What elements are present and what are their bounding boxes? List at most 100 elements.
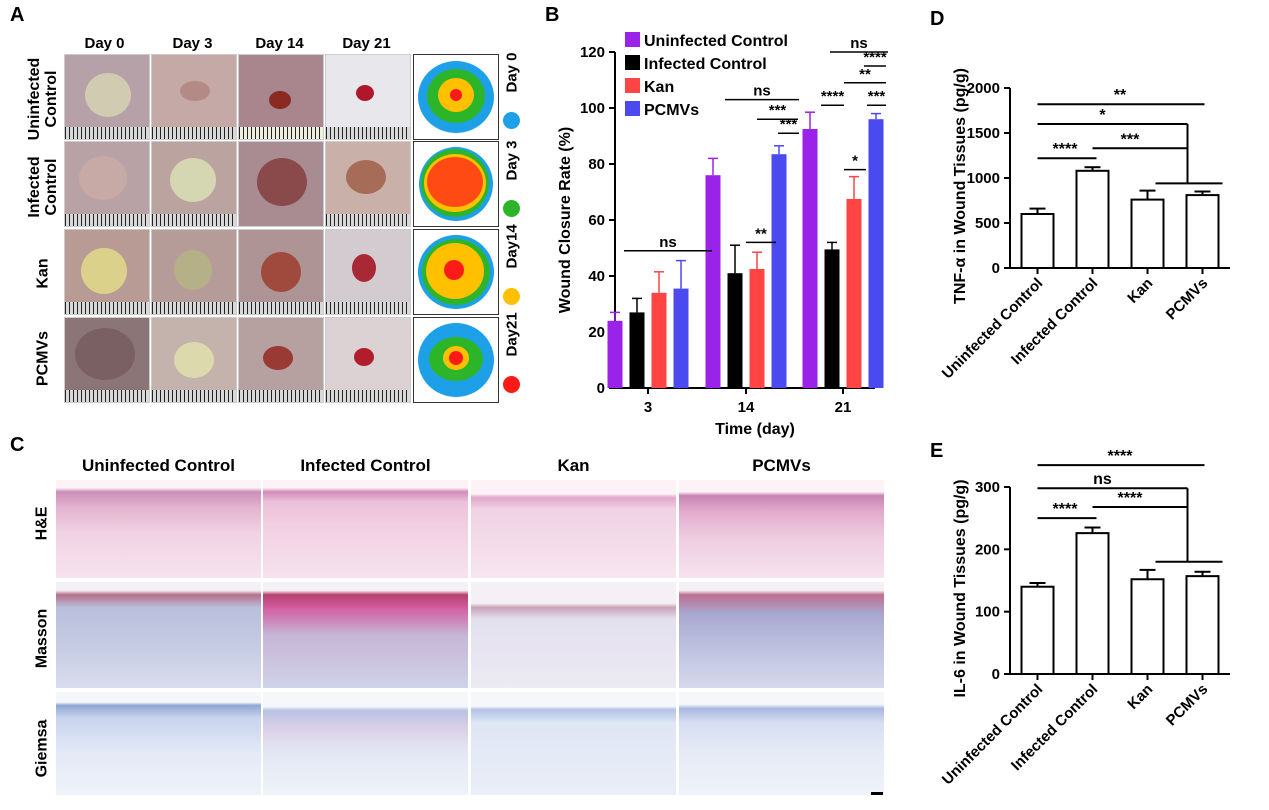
legend-label: Kan	[644, 79, 674, 96]
x-tick-label: PCMVs	[1163, 681, 1212, 730]
panel-c-letter: C	[10, 434, 25, 456]
bar	[651, 292, 667, 388]
histology-image	[471, 582, 676, 688]
bar	[846, 199, 862, 388]
x-tick-label: Kan	[1124, 681, 1156, 713]
scale-bar	[871, 792, 883, 795]
significance-label: ****	[1053, 501, 1079, 518]
legend-swatch	[625, 101, 640, 116]
wound-photo	[151, 141, 237, 227]
histology-column-header: PCMVs	[752, 456, 811, 475]
significance-label: ***	[769, 102, 787, 119]
bar	[771, 154, 787, 388]
day-legend-dot	[503, 200, 520, 217]
significance-label: ***	[868, 88, 886, 105]
wound-photo	[238, 229, 324, 315]
wound-photo	[238, 317, 324, 403]
wound-photo	[325, 141, 411, 227]
histology-image	[263, 582, 468, 688]
x-axis-label: Time (day)	[715, 421, 795, 438]
legend-swatch	[625, 32, 640, 47]
wound-trace-map	[413, 141, 499, 227]
y-tick-label: 40	[588, 268, 605, 285]
significance-label: **	[859, 66, 871, 83]
histology-image	[263, 480, 468, 578]
legend-swatch	[625, 55, 640, 70]
legend-swatch	[625, 78, 640, 93]
y-tick-label: 60	[588, 212, 605, 229]
day-legend-dot	[503, 376, 520, 393]
bar	[727, 273, 743, 388]
bar	[1075, 532, 1110, 675]
y-tick-label: 0	[597, 380, 605, 397]
panel-a-letter: A	[10, 4, 25, 26]
significance-label: **	[1114, 87, 1127, 104]
significance-label: ****	[1108, 448, 1134, 465]
y-tick-label: 200	[975, 541, 1000, 558]
day-legend-label: Day 3	[503, 140, 521, 181]
wound-photo	[325, 229, 411, 315]
day-legend-label: Day21	[503, 312, 521, 357]
wound-photo	[151, 229, 237, 315]
histology-image	[679, 480, 884, 578]
wound-photo	[325, 54, 411, 140]
histology-image	[263, 692, 468, 795]
day-legend-dot	[503, 112, 520, 129]
significance-label: ns	[850, 35, 868, 52]
wound-photo	[151, 317, 237, 403]
significance-label: ns	[753, 83, 771, 100]
significance-label: **	[755, 225, 767, 242]
wound-trace-svg	[418, 323, 494, 397]
panel-e-letter: E	[930, 440, 944, 462]
y-tick-label: 20	[588, 324, 605, 341]
bar	[1185, 575, 1220, 676]
y-tick-label: 0	[992, 666, 1000, 683]
histology-image	[471, 480, 676, 578]
significance-label: ***	[1121, 131, 1140, 148]
wound-photo	[64, 54, 150, 140]
bar	[607, 320, 623, 388]
bar	[1130, 578, 1165, 675]
wound-trace-svg	[419, 147, 493, 221]
wound-photo	[64, 229, 150, 315]
y-tick-label: 120	[580, 44, 605, 61]
bar	[802, 129, 818, 388]
panel-b-letter: B	[545, 4, 560, 26]
wound-trace-map	[413, 54, 499, 140]
bar	[1185, 194, 1220, 270]
wound-photo	[64, 141, 150, 227]
histology-image	[679, 692, 884, 795]
y-axis-label: Wound Closure Rate (%)	[557, 127, 574, 313]
significance-label: ns	[1093, 471, 1112, 488]
y-tick-label: 500	[975, 215, 1000, 232]
significance-label: ***	[780, 116, 798, 133]
day-legend-dot	[503, 288, 520, 305]
significance-label: *	[852, 153, 858, 170]
significance-label: ****	[1118, 490, 1144, 507]
wound-closure-chart: 0 20 40 60 80 100 120 Wound Closure Rate (%) 3 14…	[557, 32, 888, 438]
bar	[868, 119, 884, 388]
legend-label: PCMVs	[644, 102, 699, 119]
panel-d-letter: D	[930, 8, 945, 30]
histology-image	[56, 692, 261, 795]
wound-trace-svg	[418, 61, 494, 133]
bar	[1020, 585, 1055, 676]
significance-label: ****	[863, 49, 887, 66]
histology-image	[56, 480, 261, 578]
wound-photo	[238, 54, 324, 140]
wound-photo	[325, 317, 411, 403]
legend-label: Uninfected Control	[644, 33, 788, 50]
stain-row-label: Giemsa	[33, 719, 51, 778]
x-tick-label: 14	[738, 399, 755, 416]
x-tick-label: 21	[835, 399, 852, 416]
histology-column-header: Kan	[557, 456, 590, 475]
significance-label: ****	[1053, 141, 1079, 158]
y-tick-label: 0	[992, 260, 1000, 277]
y-tick-label: 1500	[967, 125, 1000, 142]
y-axis-label: TNF-α in Wound Tissues (pg/g)	[952, 68, 969, 304]
histology-column-header: Uninfected Control	[82, 456, 235, 475]
bar	[1075, 169, 1110, 269]
bar	[1020, 213, 1055, 269]
y-tick-label: 300	[975, 479, 1000, 496]
